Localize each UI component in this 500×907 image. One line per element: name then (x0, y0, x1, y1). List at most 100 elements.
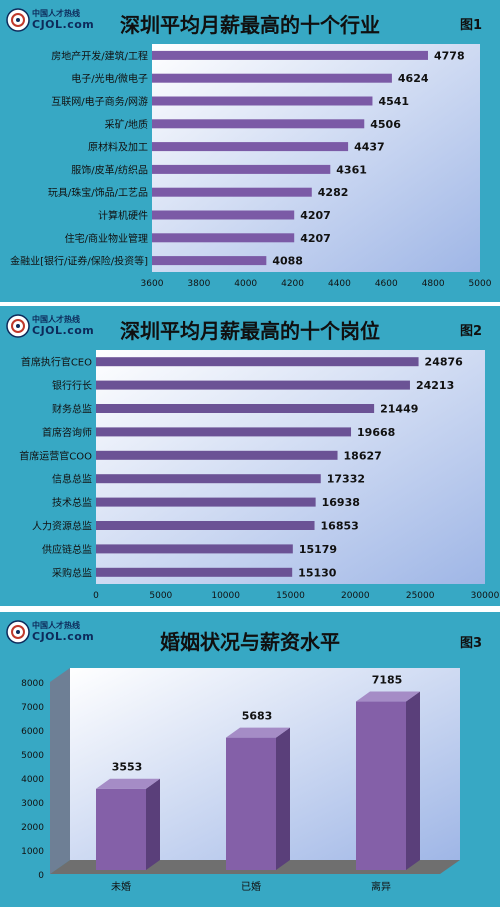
chart-title: 婚姻状况与薪资水平 (160, 630, 340, 654)
data-label: 21449 (380, 403, 418, 416)
data-label: 4207 (300, 232, 331, 245)
marital-3d-bar-chart: 0 1000 2000 3000 4000 5000 6000 7000 8000 3553 未婚 5… (21, 668, 460, 893)
bar-side (406, 691, 420, 870)
x-tick-label: 10000 (211, 591, 240, 601)
x-tick-label: 5000 (469, 279, 492, 289)
bar (152, 119, 365, 129)
cjol-logo: 中国人才热线 CJOL.com (6, 312, 95, 340)
data-label: 16938 (322, 496, 360, 509)
chart-panel-marital: 中国人才热线 CJOL.com 婚姻状况与薪资水平 图3 0 1000 2000 30… (0, 612, 500, 907)
y-tick-label: 8000 (21, 679, 44, 689)
category-label: 互联网/电子商务/网游 (51, 95, 148, 108)
figure-tag: 图3 (459, 636, 482, 651)
bar-front (226, 737, 276, 870)
category-label: 采矿/地质 (105, 118, 148, 131)
bar (152, 210, 295, 220)
data-label: 4541 (378, 95, 409, 108)
data-label: 19668 (357, 426, 395, 439)
bar (152, 142, 349, 152)
x-tick-label: 3800 (187, 279, 210, 289)
bar (152, 256, 267, 266)
category-label: 信息总监 (52, 473, 92, 486)
data-label: 5683 (242, 710, 273, 723)
data-label: 16853 (321, 520, 359, 533)
bar (152, 164, 331, 174)
category-label: 首席执行官CEO (21, 356, 92, 369)
y-tick-label: 3000 (21, 799, 44, 809)
data-label: 24213 (416, 379, 454, 392)
x-tick-label: 4800 (422, 279, 445, 289)
category-label: 电子/光电/微电子 (71, 72, 148, 85)
category-label: 首席咨询师 (42, 426, 92, 439)
category-label: 金融业[银行/证券/保险/投资等] (10, 255, 148, 268)
x-tick-label: 0 (93, 591, 99, 601)
position-bar-chart: 首席执行官CEO 24876 银行行长 24213 财务总监 21449 首席咨询师 1966… (19, 350, 500, 601)
bar-side (146, 778, 160, 870)
logo-chinese-text: 中国人才热线 (32, 315, 80, 324)
category-label: 玩具/珠宝/饰品/工艺品 (48, 186, 148, 199)
bar (96, 357, 419, 367)
data-label: 4437 (354, 141, 385, 154)
y-tick-label: 4000 (21, 775, 44, 785)
y-tick-label: 5000 (21, 751, 44, 761)
cjol-logo: 中国人才热线 CJOL.com (6, 6, 94, 34)
x-tick-label: 25000 (406, 591, 435, 601)
data-label: 15130 (298, 566, 337, 579)
figure-tag: 图2 (459, 324, 482, 339)
logo-emblem-icon (6, 620, 30, 644)
category-label: 供应链总监 (42, 543, 92, 556)
chart-title: 深圳平均月薪最高的十个岗位 (120, 319, 380, 343)
y-tick-label: 7000 (21, 703, 44, 713)
logo-chinese-text: 中国人才热线 (32, 621, 80, 630)
category-label: 财务总监 (52, 403, 92, 416)
category-label: 住宅/商业物业管理 (65, 232, 148, 245)
chart-panel-positions: 中国人才热线 CJOL.com 深圳平均月薪最高的十个岗位 图2 首席执行官CE… (0, 306, 500, 606)
logo-english-text: CJOL.com (32, 630, 95, 643)
x-tick-label: 4000 (234, 279, 257, 289)
logo-english-text: CJOL.com (32, 324, 95, 337)
x-tick-label: 30000 (471, 591, 500, 601)
x-tick-label: 3600 (141, 279, 164, 289)
x-tick-label: 5000 (149, 591, 172, 601)
category-label: 原材料及加工 (88, 141, 148, 154)
bar-side (276, 727, 290, 870)
data-label: 7185 (372, 674, 403, 687)
bar-top (226, 727, 290, 738)
cjol-logo: 中国人才热线 CJOL.com (6, 618, 95, 646)
data-label: 3553 (112, 761, 143, 774)
figure-tag: 图1 (459, 18, 482, 33)
data-label: 18627 (344, 449, 382, 462)
bar-front (96, 788, 146, 870)
category-label: 服饰/皮革/纺织品 (71, 163, 148, 176)
bar (96, 380, 410, 390)
category-label: 银行行长 (52, 379, 92, 392)
logo-emblem-icon (6, 8, 30, 32)
x-tick-label: 4600 (375, 279, 398, 289)
bar (152, 50, 428, 60)
side-wall (50, 668, 70, 874)
bar-top (356, 691, 420, 702)
bar (96, 450, 338, 460)
bar (96, 497, 316, 507)
category-label: 离异 (371, 880, 391, 893)
chart-title: 深圳平均月薪最高的十个行业 (120, 13, 380, 37)
data-label: 24876 (425, 356, 464, 369)
y-tick-label: 2000 (21, 823, 44, 833)
x-tick-label: 20000 (341, 591, 370, 601)
logo-emblem-icon (6, 314, 30, 338)
industry-bar-chart: 房地产开发/建筑/工程 4778 电子/光电/微电子 4624 互联网/电子商务/网游 4… (10, 44, 492, 289)
category-label: 首席运营官COO (19, 449, 92, 462)
logo-chinese-text: 中国人才热线 (32, 9, 80, 18)
data-label: 4778 (434, 49, 465, 62)
chart-panel-industries: 中国人才热线 CJOL.com 深圳平均月薪最高的十个行业 图1 房地产开发/建… (0, 0, 500, 302)
data-label: 4207 (300, 209, 331, 222)
category-label: 已婚 (241, 880, 261, 893)
category-label: 房地产开发/建筑/工程 (51, 49, 148, 62)
data-label: 4624 (398, 72, 429, 85)
category-label: 人力资源总监 (32, 520, 92, 533)
bar (96, 427, 352, 437)
data-label: 4088 (272, 255, 303, 268)
bar (96, 404, 375, 413)
bar (96, 521, 315, 530)
y-tick-label: 6000 (21, 727, 44, 737)
